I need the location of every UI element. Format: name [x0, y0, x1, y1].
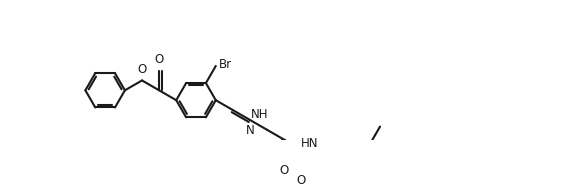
Text: NH: NH — [251, 108, 268, 121]
Text: HN: HN — [301, 137, 319, 150]
Text: O: O — [280, 164, 289, 177]
Text: O: O — [155, 53, 164, 66]
Text: O: O — [297, 174, 306, 187]
Text: O: O — [138, 63, 147, 76]
Text: N: N — [246, 124, 254, 137]
Text: Br: Br — [220, 59, 233, 71]
